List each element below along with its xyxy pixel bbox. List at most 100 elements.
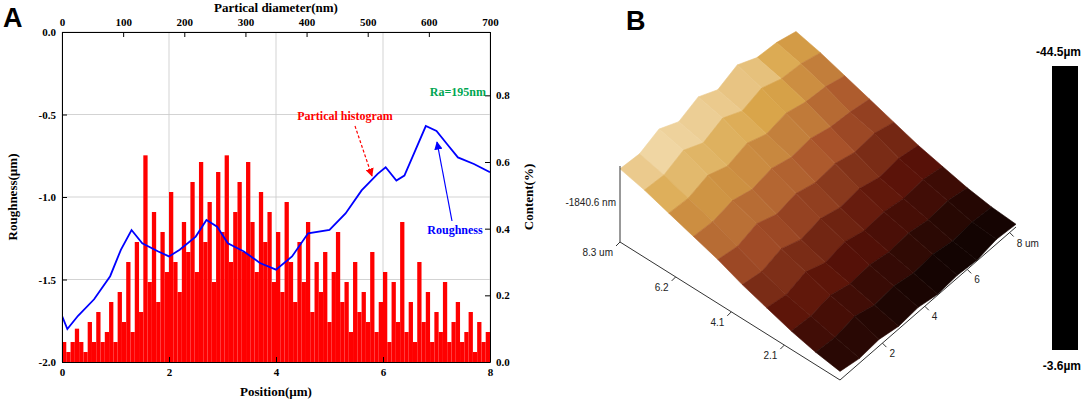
histogram-bar: [173, 262, 177, 362]
tick-mark: [123, 32, 124, 37]
histogram-bar: [443, 282, 447, 362]
tick-mark: [276, 357, 277, 362]
histogram-bar: [113, 342, 117, 362]
histogram-bar: [178, 292, 182, 362]
tick: 0.6: [485, 156, 510, 168]
axis-line: [63, 362, 491, 363]
histogram-bar: [220, 232, 224, 362]
tick-label: 700: [482, 16, 499, 28]
tick: -2.0: [39, 356, 67, 368]
histogram-bar: [66, 352, 70, 362]
tick-label: 6: [381, 366, 387, 378]
histogram-bar: [276, 232, 280, 362]
histogram-bar: [426, 292, 430, 362]
tick: 400: [299, 16, 316, 37]
histogram-bar: [195, 272, 199, 362]
plot-area: [62, 126, 490, 362]
histogram-bar: [422, 322, 426, 362]
annotation: Partical histogram: [297, 109, 393, 123]
panel-a: 024680100200300400500600700-2.0-1.5-1.0-…: [3, 0, 536, 399]
tick: 300: [238, 16, 255, 37]
histogram-bar: [186, 252, 190, 362]
axis-line: [63, 32, 491, 33]
tick-mark: [429, 32, 430, 37]
histogram-bar: [439, 332, 443, 362]
tick-mark: [62, 32, 67, 33]
histogram-bar: [327, 322, 331, 362]
tick: 0.2: [485, 289, 510, 301]
histogram-bar: [118, 292, 122, 362]
annotation-arrow: [437, 142, 452, 221]
tick-label: 2: [167, 366, 173, 378]
tick-mark: [780, 345, 784, 349]
histogram-bar: [126, 262, 130, 362]
histogram-bar: [464, 332, 468, 362]
histogram-bar: [451, 322, 455, 362]
histogram-bar: [212, 282, 216, 362]
colorbar-label: -3.6µm: [1043, 359, 1081, 373]
tick-mark: [967, 269, 971, 273]
tick-label: 2: [889, 348, 895, 359]
histogram-bar: [92, 342, 96, 362]
histogram-bar: [383, 272, 387, 362]
histogram-bar: [469, 312, 473, 362]
histogram-bar: [182, 222, 186, 362]
tick-label: 400: [299, 16, 316, 28]
histogram-bar: [160, 232, 164, 362]
histogram-bar: [156, 302, 160, 362]
tick-label: 0.0: [496, 356, 510, 368]
z-axis-line: [620, 166, 621, 242]
histogram-bar: [135, 242, 139, 362]
histogram-bar: [285, 202, 289, 362]
histogram-bar: [379, 302, 383, 362]
tick: 500: [360, 16, 377, 37]
histogram-bar: [447, 342, 451, 362]
tick-mark: [62, 362, 67, 363]
histogram-bar: [417, 262, 421, 362]
tick-label: 100: [115, 16, 132, 28]
x-axis-line: [840, 227, 1016, 380]
z-axis-label: -1840.6 nm: [565, 197, 616, 208]
histogram-bar: [109, 302, 113, 362]
histogram-bar: [473, 352, 477, 362]
tick-mark: [368, 32, 369, 37]
roughness-line: [62, 126, 490, 329]
histogram-bar: [477, 322, 481, 362]
histogram-bar: [400, 222, 404, 362]
histogram-bar: [143, 155, 147, 362]
tick-label: 8: [488, 366, 494, 378]
tick-label: 300: [238, 16, 255, 28]
tick-label: 4: [274, 366, 280, 378]
histogram-bar: [225, 155, 229, 362]
tick-label: 0: [60, 16, 66, 28]
histogram-bar: [246, 162, 250, 362]
panel-label: B: [626, 6, 646, 36]
histogram-bar: [349, 332, 353, 362]
panel-b: 2468 um2.14.16.28.3 um-1840.6 nm-44.5µm-…: [565, 6, 1081, 380]
tick-mark: [925, 306, 929, 310]
tick-mark: [184, 32, 185, 37]
tick-label: 2.1: [763, 350, 777, 361]
histogram-bar: [165, 272, 169, 362]
histogram: [62, 155, 490, 362]
colorbar-label: -44.5µm: [1036, 45, 1081, 59]
tick: 6: [381, 357, 387, 378]
histogram-bar: [242, 252, 246, 362]
histogram-bar: [319, 292, 323, 362]
figure-svg: 024680100200300400500600700-2.0-1.5-1.0-…: [0, 0, 1085, 413]
histogram-bar: [75, 329, 79, 362]
histogram-bar: [250, 222, 254, 362]
histogram-bar: [71, 342, 75, 362]
histogram-bar: [263, 242, 267, 362]
histogram-bar: [216, 172, 220, 362]
tick: -1.5: [39, 274, 67, 286]
y-axis-title: Roughness(µm): [5, 154, 20, 241]
histogram-bar: [460, 342, 464, 362]
histogram-bar: [366, 322, 370, 362]
annotation-arrow: [355, 126, 372, 176]
histogram-bar: [233, 212, 237, 362]
surface-cell: [816, 337, 860, 371]
tick: 4: [274, 357, 280, 378]
histogram-bar: [481, 342, 485, 362]
histogram-bar: [430, 342, 434, 362]
